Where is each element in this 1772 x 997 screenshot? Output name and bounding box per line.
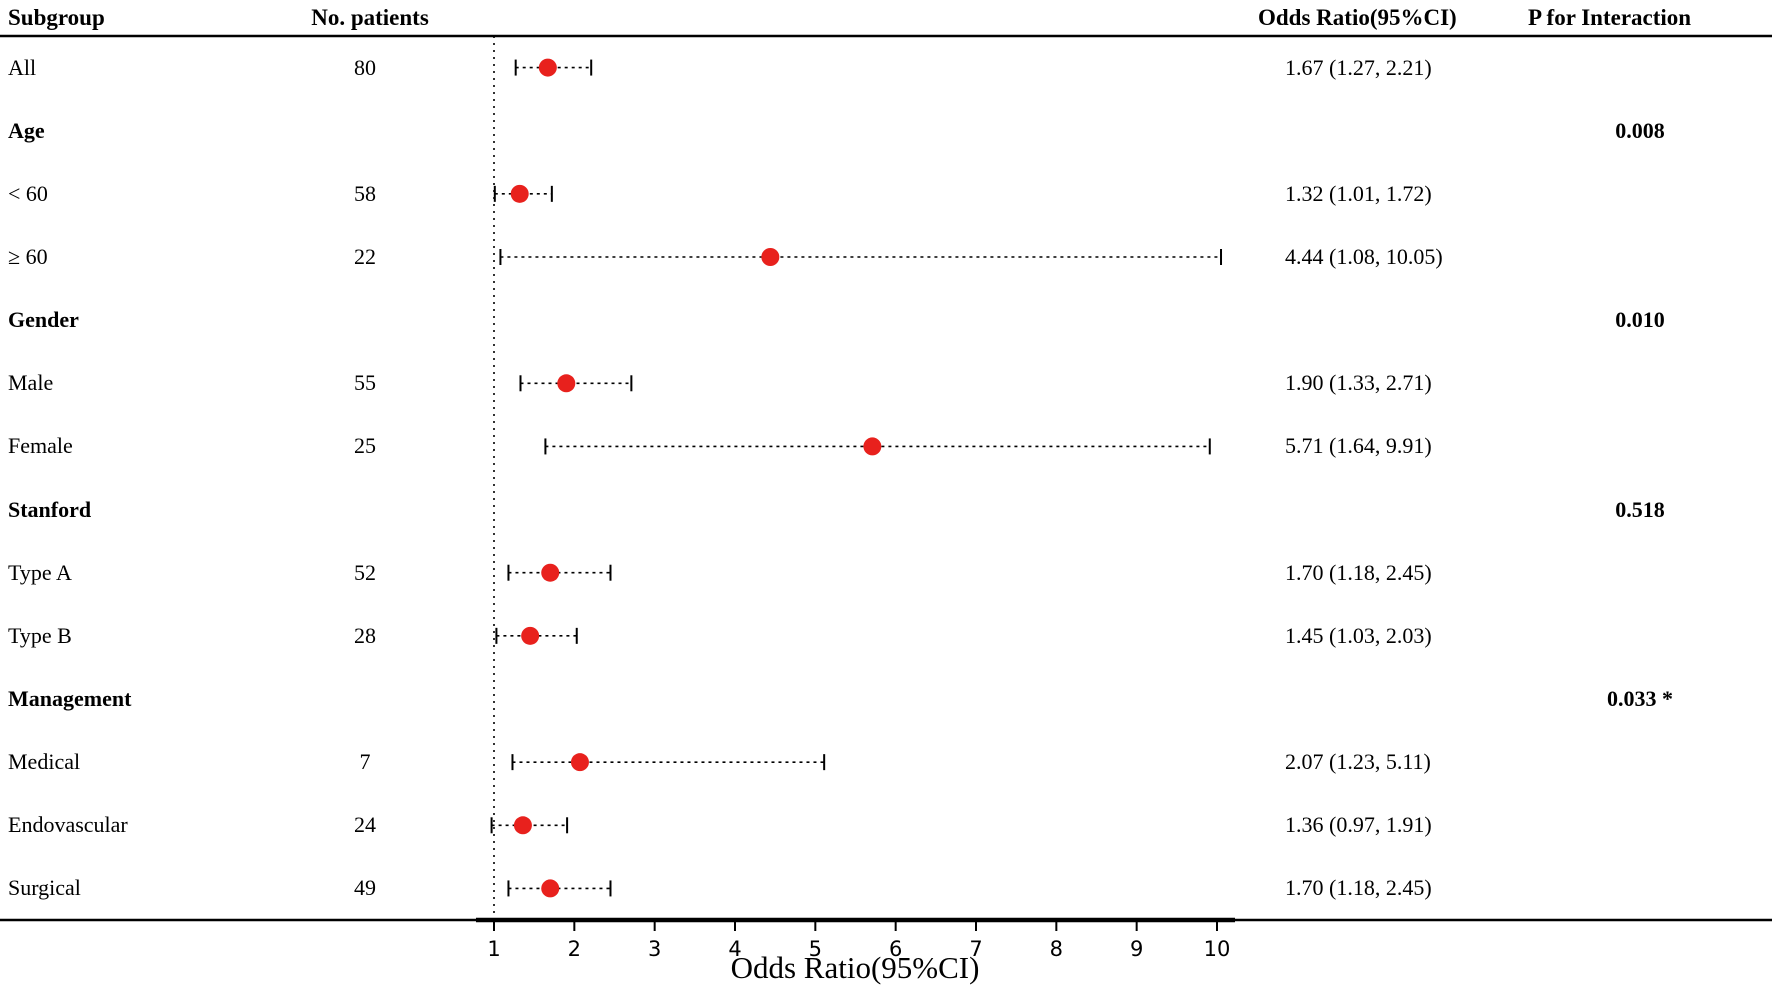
- row-label: All: [8, 54, 37, 80]
- row-or-text: 2.07 (1.23, 5.11): [1285, 749, 1431, 775]
- row-or-text: 1.70 (1.18, 2.45): [1285, 559, 1432, 585]
- row-patients: 25: [354, 433, 376, 459]
- row-label: Medical: [8, 749, 81, 775]
- axis-tick-label: 1: [487, 937, 500, 961]
- row-p-value: 0.033 *: [1607, 686, 1673, 711]
- row-patients: 80: [354, 54, 376, 80]
- row-patients: 52: [354, 559, 376, 585]
- row-label: Male: [8, 370, 54, 396]
- point-estimate: [513, 816, 532, 835]
- point-estimate: [541, 563, 560, 582]
- point-estimate: [538, 58, 557, 77]
- column-header-odds-ratio: Odds Ratio(95%CI): [1258, 5, 1457, 30]
- axis-tick-label: 10: [1204, 937, 1231, 961]
- row-label: ≥ 60: [8, 244, 48, 269]
- row-or-text: 1.36 (0.97, 1.91): [1285, 812, 1432, 838]
- row-patients: 55: [354, 370, 376, 396]
- axis-tick-label: 9: [1130, 937, 1143, 961]
- row-patients: 28: [354, 622, 376, 648]
- row-label: Management: [8, 686, 132, 711]
- axis-tick-label: 3: [648, 937, 661, 961]
- row-patients: 58: [354, 180, 376, 206]
- point-estimate: [510, 184, 529, 203]
- row-patients: 22: [354, 244, 376, 269]
- row-or-text: 1.70 (1.18, 2.45): [1285, 875, 1432, 901]
- row-p-value: 0.008: [1615, 117, 1665, 143]
- point-estimate: [863, 437, 882, 456]
- row-label: < 60: [8, 180, 48, 206]
- row-or-text: 5.71 (1.64, 9.91): [1285, 433, 1432, 459]
- row-patients: 7: [359, 749, 371, 775]
- axis-tick-label: 6: [889, 937, 902, 961]
- point-estimate: [761, 248, 780, 266]
- row-label: Endovascular: [8, 812, 128, 838]
- row-label: Female: [8, 433, 73, 459]
- row-or-text: 1.32 (1.01, 1.72): [1285, 180, 1432, 206]
- column-header-subgroup: Subgroup: [8, 5, 105, 30]
- row-or-text: 1.45 (1.03, 2.03): [1285, 622, 1432, 648]
- point-estimate: [557, 374, 576, 393]
- row-label: Type A: [8, 559, 72, 585]
- axis-title: Odds Ratio(95%CI): [730, 950, 980, 985]
- point-estimate: [541, 879, 560, 898]
- row-p-value: 0.518: [1615, 496, 1665, 522]
- row-label: Stanford: [8, 496, 92, 522]
- row-or-text: 1.67 (1.27, 2.21): [1285, 54, 1432, 80]
- row-p-value: 0.010: [1615, 307, 1665, 333]
- row-label: Type B: [8, 622, 72, 648]
- row-or-text: 4.44 (1.08, 10.05): [1285, 244, 1443, 269]
- axis-tick-label: 7: [969, 937, 982, 961]
- row-patients: 49: [354, 875, 376, 901]
- row-label: Gender: [8, 307, 79, 333]
- row-or-text: 1.90 (1.33, 2.71): [1285, 370, 1432, 396]
- point-estimate: [521, 626, 540, 645]
- axis-tick-label: 2: [568, 937, 581, 961]
- column-header-p-interaction: P for Interaction: [1528, 5, 1692, 30]
- row-patients: 24: [354, 812, 376, 838]
- axis-tick-label: 5: [809, 937, 822, 961]
- row-label: Age: [8, 117, 45, 143]
- axis-tick-label: 8: [1050, 937, 1063, 961]
- column-header-patients: No. patients: [311, 5, 429, 30]
- axis-tick-label: 4: [728, 937, 741, 961]
- row-label: Surgical: [8, 875, 81, 901]
- point-estimate: [570, 753, 589, 772]
